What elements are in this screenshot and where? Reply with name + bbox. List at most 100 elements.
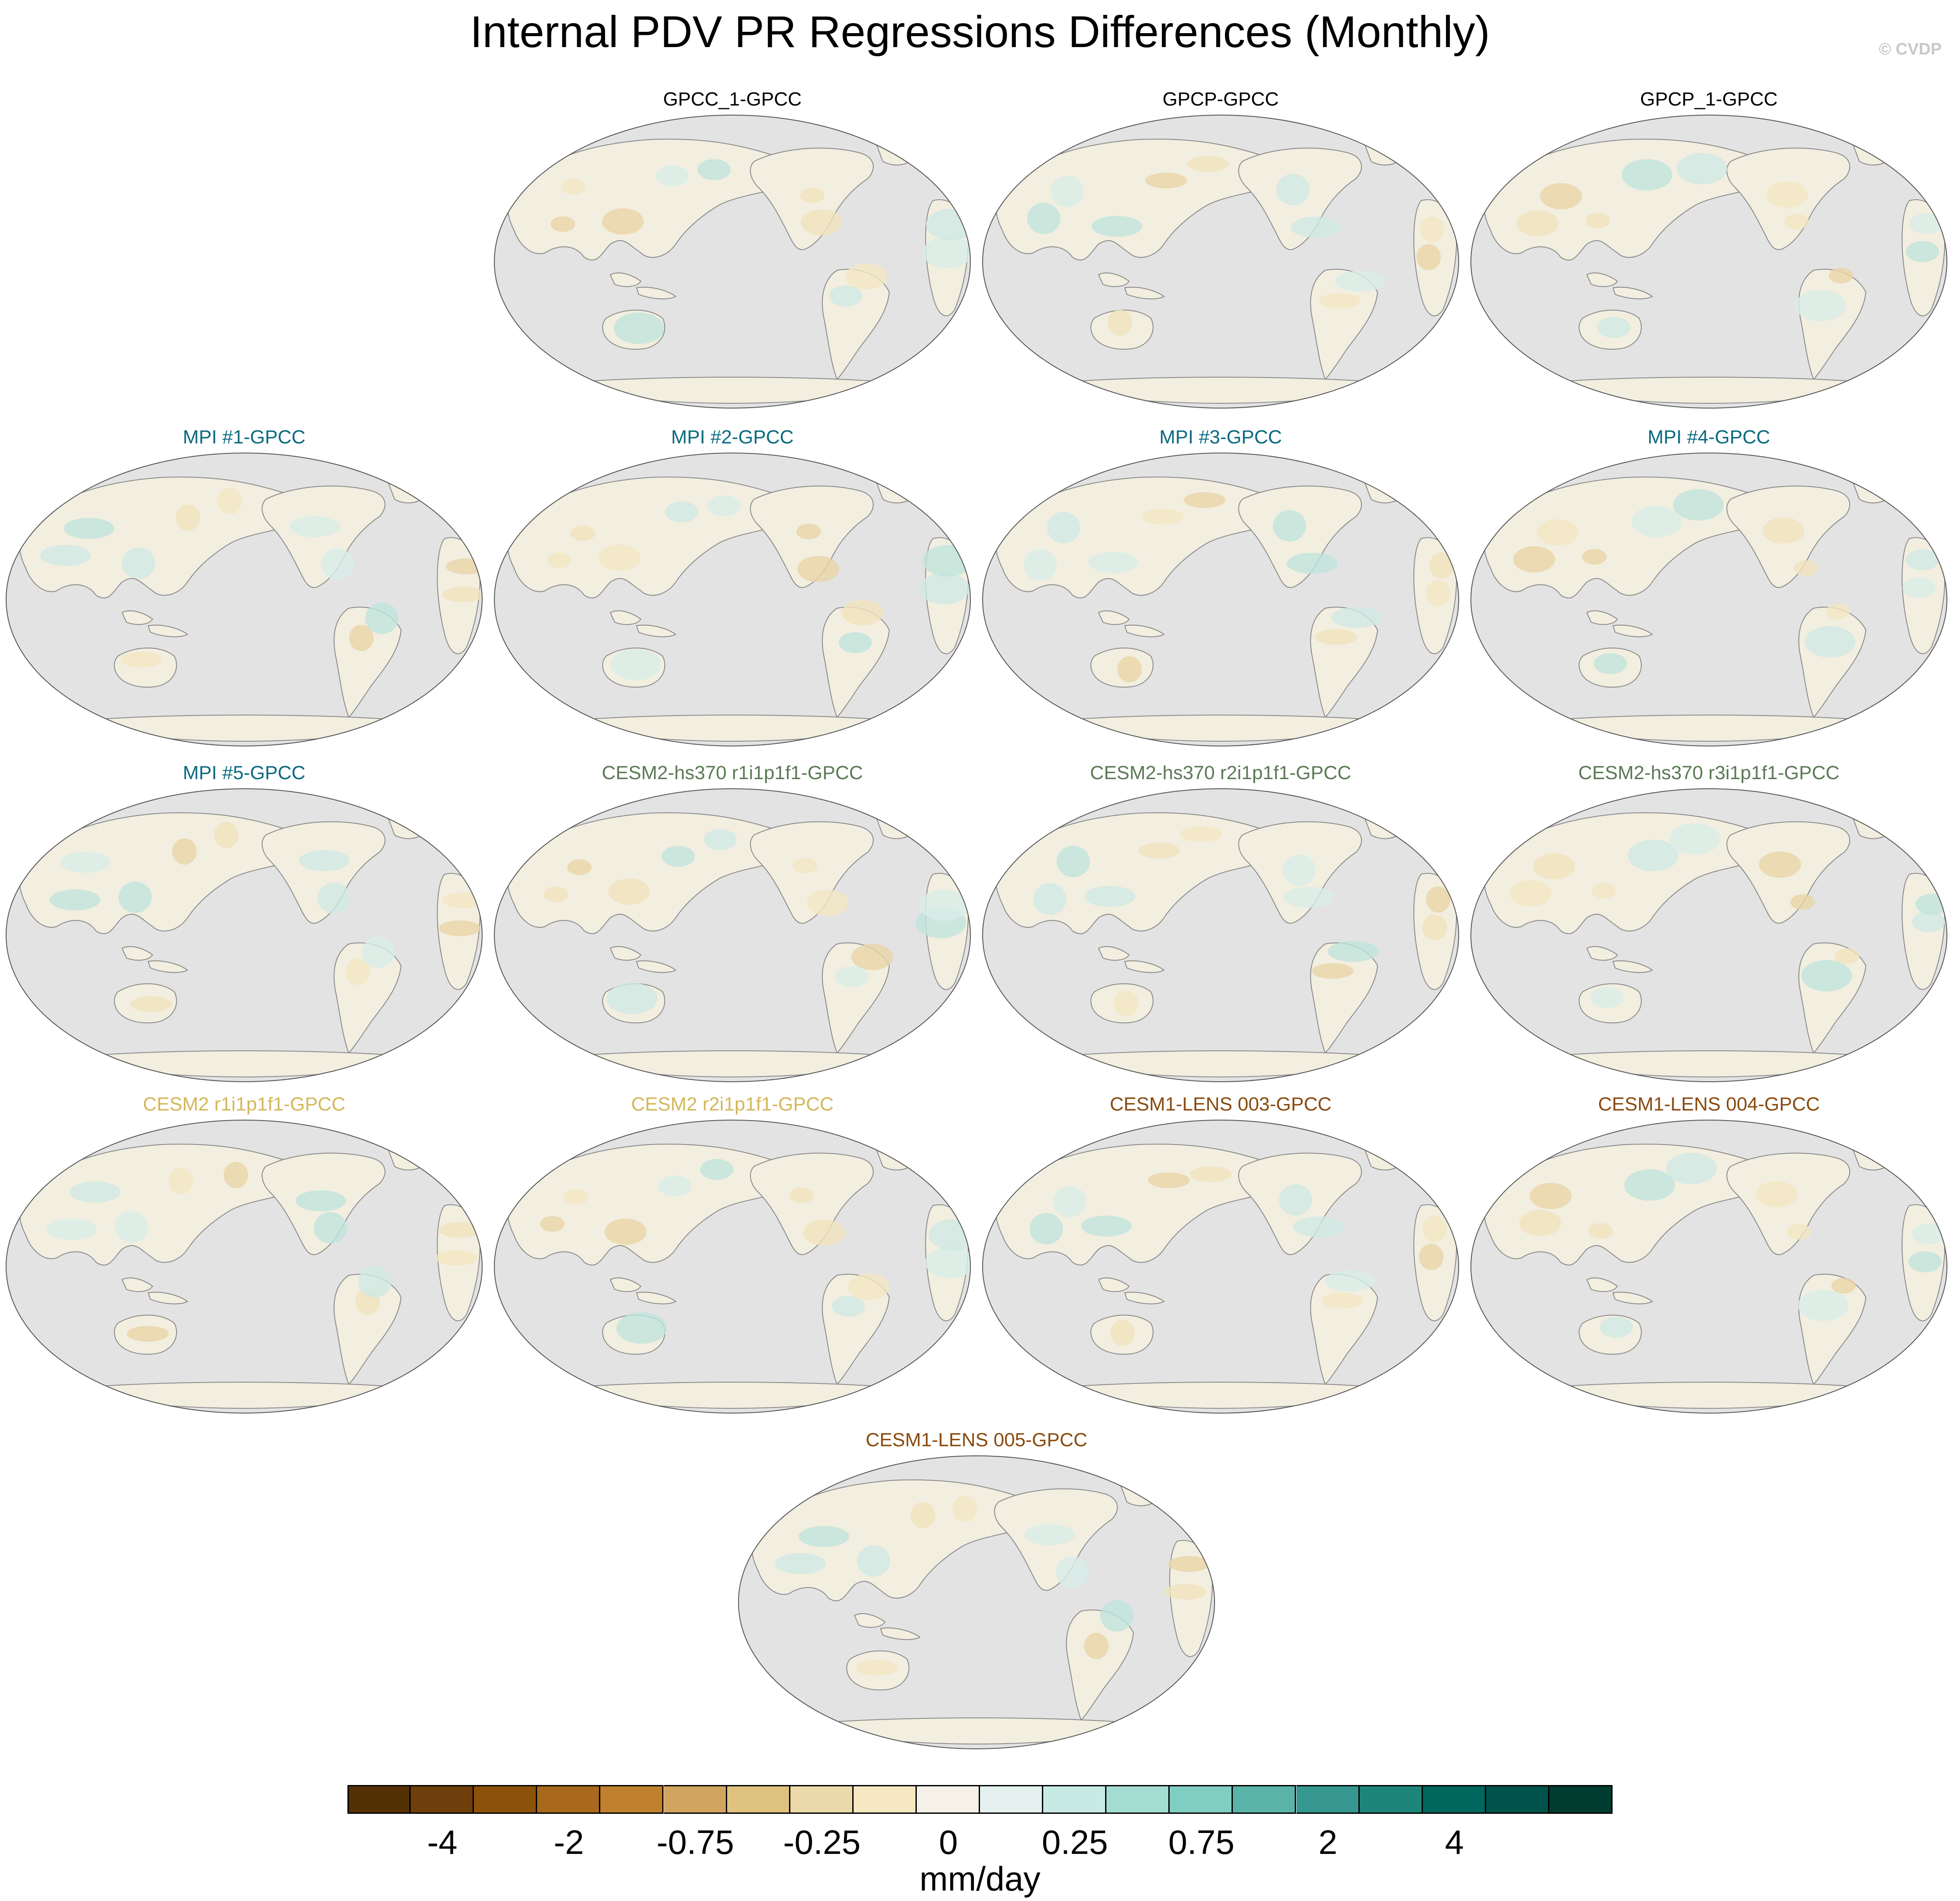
- colorbar-swatch: [853, 1785, 917, 1814]
- precip-anomaly-patch: [1324, 1271, 1375, 1291]
- world-map: [982, 1120, 1459, 1414]
- precip-anomaly-patch: [839, 632, 872, 653]
- precip-anomaly-patch: [127, 1326, 169, 1342]
- map-border: [494, 453, 971, 746]
- precip-anomaly-patch: [289, 516, 340, 537]
- continent-outline: [609, 1278, 642, 1292]
- main-title: Internal PDV PR Regressions Differences …: [470, 7, 1490, 57]
- map-border: [1470, 453, 1947, 746]
- world-map: [1470, 115, 1947, 409]
- precip-anomaly-patch: [857, 1545, 890, 1577]
- precip-anomaly-patch: [1092, 216, 1142, 237]
- colorbar-swatch: [600, 1785, 664, 1814]
- world-map: [982, 115, 1459, 409]
- colorbar-swatch: [347, 1785, 411, 1814]
- colorbar-tick-label: 0.75: [1168, 1823, 1235, 1861]
- precip-anomaly-patch: [176, 504, 200, 531]
- world-map: [982, 788, 1459, 1082]
- precip-anomaly-patch: [46, 1219, 97, 1240]
- continent-outline: [1098, 946, 1130, 961]
- precip-anomaly-patch: [1673, 489, 1724, 521]
- precip-anomaly-patch: [1582, 549, 1606, 565]
- continent-outline: [147, 1291, 188, 1305]
- continent-outline: [1533, 715, 1885, 742]
- world-map: [494, 115, 971, 409]
- precip-anomaly-patch: [115, 1211, 148, 1243]
- precip-anomaly-patch: [1279, 1184, 1312, 1216]
- continent-outline: [1124, 624, 1165, 637]
- colorbar-swatch: [1106, 1785, 1170, 1814]
- colorbar-tick-label: -0.75: [657, 1823, 734, 1861]
- precip-anomaly-patch: [1513, 546, 1555, 572]
- precip-anomaly-patch: [1168, 1556, 1210, 1572]
- colorbar-swatch: [474, 1785, 538, 1814]
- precip-anomaly-patch: [314, 1212, 347, 1243]
- precip-anomaly-patch: [1419, 1244, 1443, 1270]
- map-panel: MPI #2-GPCC: [493, 425, 972, 756]
- precip-anomaly-patch: [1142, 509, 1184, 525]
- precip-anomaly-patch: [1138, 843, 1180, 859]
- continent-outline: [147, 624, 188, 637]
- precip-anomaly-patch: [1053, 1186, 1086, 1217]
- panel-title: GPCC_1-GPCC: [663, 89, 802, 110]
- precip-anomaly-patch: [1051, 176, 1084, 207]
- map-border: [1470, 788, 1947, 1082]
- colorbar-swatch: [537, 1785, 601, 1814]
- precip-anomaly-patch: [1057, 846, 1090, 877]
- continent-outline: [854, 1613, 886, 1628]
- precip-anomaly-patch: [1184, 492, 1225, 508]
- precip-anomaly-patch: [551, 216, 575, 232]
- precip-anomaly-patch: [848, 1274, 890, 1300]
- colorbar-swatch: [1296, 1785, 1360, 1814]
- continent-outline: [1533, 377, 1885, 404]
- continent-outline: [556, 377, 909, 404]
- map-border: [1470, 115, 1947, 409]
- continent-outline: [68, 1382, 420, 1409]
- precip-anomaly-patch: [1315, 629, 1357, 645]
- precip-anomaly-patch: [1902, 577, 1936, 598]
- precip-anomaly-patch: [1331, 607, 1382, 628]
- precip-anomaly-patch: [665, 501, 698, 522]
- precip-anomaly-patch: [169, 1168, 193, 1194]
- precip-anomaly-patch: [599, 545, 640, 571]
- precip-anomaly-patch: [925, 1247, 970, 1278]
- colorbar-tick-label: -2: [554, 1823, 584, 1861]
- precip-anomaly-patch: [799, 1526, 849, 1547]
- precip-anomaly-patch: [789, 1187, 814, 1203]
- precip-anomaly-patch: [1276, 174, 1310, 205]
- continent-outline: [995, 812, 1280, 934]
- precip-anomaly-patch: [1763, 518, 1804, 544]
- precip-anomaly-patch: [829, 286, 862, 307]
- continent-outline: [1612, 960, 1653, 973]
- precip-anomaly-patch: [911, 1502, 935, 1528]
- precip-anomaly-patch: [1085, 886, 1135, 907]
- map-panel: MPI #5-GPCC: [4, 761, 484, 1092]
- map-panel: CESM2-hs370 r2i1p1f1-GPCC: [981, 761, 1460, 1092]
- panel-title: CESM1-LENS 003-GPCC: [1109, 1094, 1332, 1115]
- precip-anomaly-patch: [704, 829, 737, 850]
- precip-anomaly-patch: [70, 1182, 120, 1203]
- precip-anomaly-patch: [119, 882, 152, 913]
- precip-anomaly-patch: [1187, 156, 1229, 172]
- precip-anomaly-patch: [1787, 1224, 1811, 1240]
- precip-anomaly-patch: [1912, 1223, 1945, 1244]
- precip-anomaly-patch: [1784, 214, 1809, 229]
- precip-anomaly-patch: [1831, 1278, 1856, 1294]
- precip-anomaly-patch: [1801, 960, 1852, 991]
- precip-anomaly-patch: [439, 1222, 481, 1238]
- continent-outline: [333, 1274, 402, 1385]
- precip-anomaly-patch: [1108, 310, 1132, 336]
- precip-anomaly-patch: [349, 625, 374, 651]
- precip-anomaly-patch: [1805, 626, 1855, 658]
- precip-anomaly-patch: [1766, 181, 1808, 208]
- colorbar-swatch: [1549, 1785, 1613, 1814]
- precip-anomaly-patch: [436, 1250, 477, 1266]
- map-panel: GPCP_1-GPCC: [1469, 87, 1949, 419]
- colorbar-swatch: [1043, 1785, 1107, 1814]
- precip-anomaly-patch: [1670, 823, 1720, 855]
- world-map: [6, 1120, 483, 1414]
- precip-anomaly-patch: [608, 879, 650, 905]
- colorbar: [347, 1785, 1613, 1814]
- map-border: [982, 453, 1459, 746]
- precip-anomaly-patch: [1114, 990, 1138, 1016]
